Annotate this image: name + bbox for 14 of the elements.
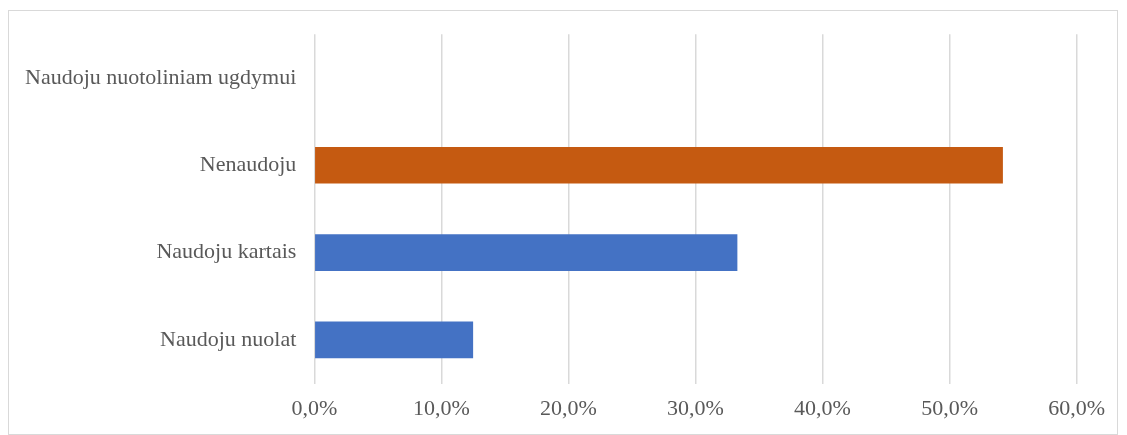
bar (315, 146, 1003, 184)
bar (315, 321, 474, 359)
x-tick-label: 40,0% (794, 394, 851, 420)
x-tick-label: 0,0% (291, 394, 338, 420)
x-tick-label: 20,0% (539, 394, 597, 420)
bar (315, 234, 738, 271)
x-tick-label: 60,0% (1048, 394, 1105, 420)
y-tick-label: Naudoju kartais (156, 238, 297, 264)
y-tick-label: Naudoju nuotoliniam ugdymui (24, 63, 297, 89)
x-tick-label: 10,0% (412, 394, 470, 420)
x-tick-label: 50,0% (921, 394, 978, 420)
x-tick-label: 30,0% (667, 394, 724, 420)
y-tick-label: Naudoju nuolat (160, 325, 297, 351)
y-tick-label: Nenaudoju (199, 151, 297, 177)
